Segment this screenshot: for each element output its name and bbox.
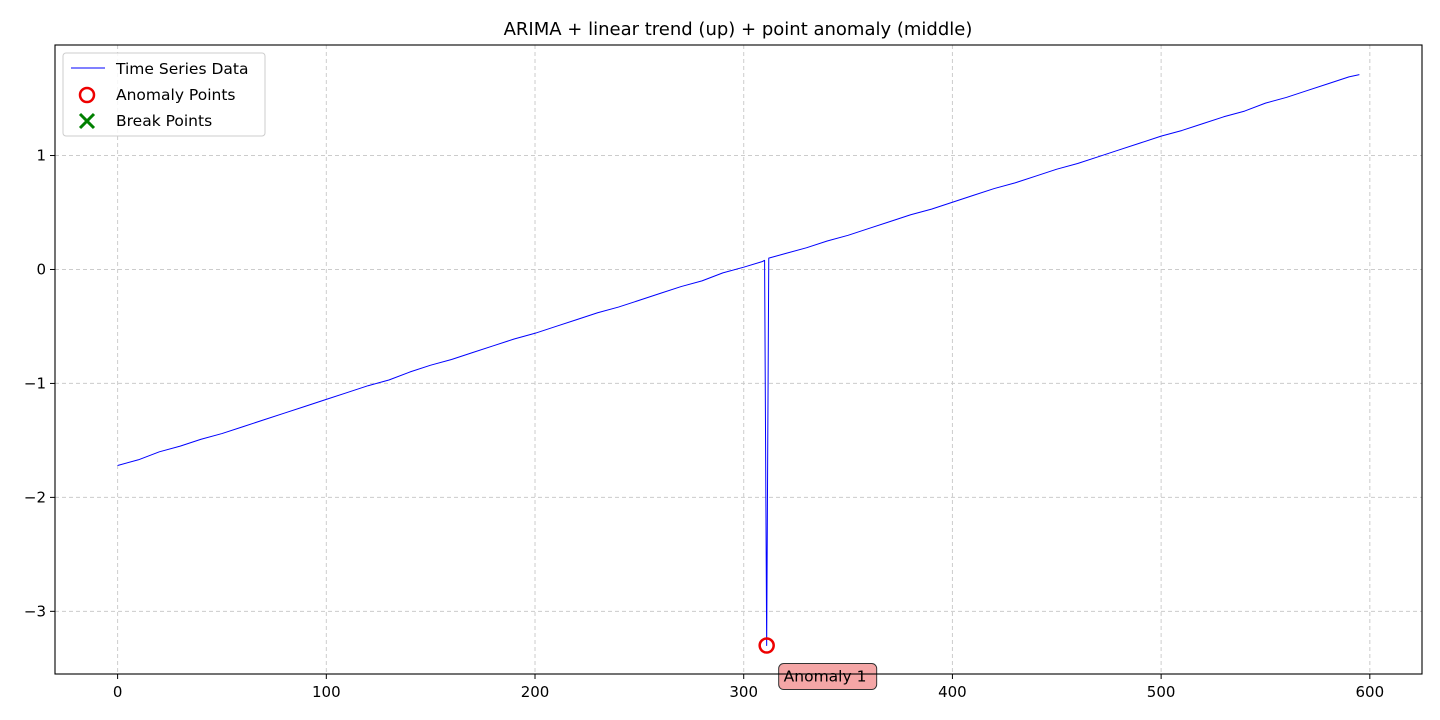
series-line <box>117 74 1360 647</box>
series-layer <box>117 74 1360 647</box>
y-tick-label: −3 <box>24 602 46 620</box>
chart-title: ARIMA + linear trend (up) + point anomal… <box>504 19 973 40</box>
legend: Time Series Data Anomaly Points Break Po… <box>62 52 266 137</box>
legend-frame <box>62 52 266 137</box>
x-axis: 0 100 200 300 400 500 600 <box>113 674 1384 701</box>
x-tick-label: 100 <box>312 683 341 701</box>
anomaly-point <box>758 637 775 654</box>
anomaly-annotation-box <box>778 663 878 691</box>
y-axis: −3 −2 −1 0 1 <box>24 147 55 620</box>
legend-anomaly-marker <box>78 86 96 104</box>
x-tick-label: 500 <box>1147 683 1176 701</box>
anomaly-annotation-label: Anomaly 1 <box>784 668 867 686</box>
x-tick-label: 300 <box>729 683 758 701</box>
legend-label-series: Time Series Data <box>115 60 248 78</box>
grid <box>55 45 1422 674</box>
x-tick-label: 0 <box>113 683 123 701</box>
x-tick-label: 400 <box>938 683 967 701</box>
x-tick-label: 600 <box>1356 683 1385 701</box>
legend-label-anomaly: Anomaly Points <box>116 86 235 104</box>
y-tick-label: −1 <box>24 374 46 392</box>
y-tick-label: 1 <box>36 147 46 165</box>
legend-label-break: Break Points <box>116 112 212 130</box>
plot-area-frame <box>54 44 1423 675</box>
y-tick-label: −2 <box>24 488 46 506</box>
anomaly-layer: Anomaly 1 <box>758 637 878 691</box>
legend-break-marker <box>78 112 96 130</box>
x-tick-label: 200 <box>521 683 550 701</box>
y-tick-label: 0 <box>36 260 46 278</box>
